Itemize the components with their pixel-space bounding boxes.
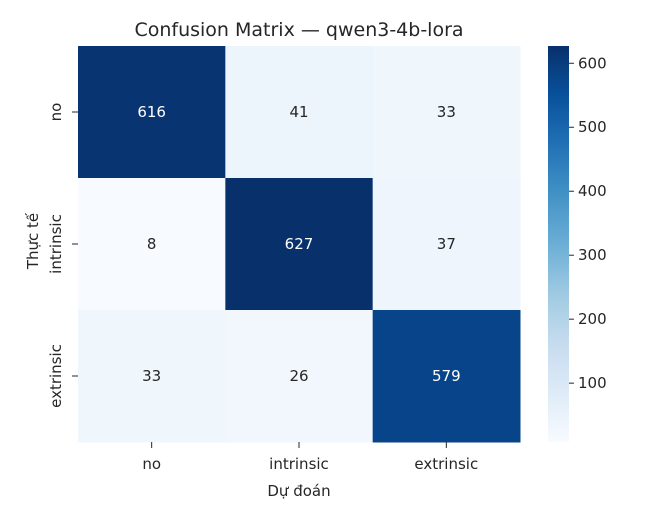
x-tick-label: intrinsic	[269, 455, 329, 473]
heatmap-cell	[225, 178, 374, 311]
heatmap-cell	[372, 310, 521, 443]
cell-annotations: 616 41 33 8 627 37 33 26 579	[137, 103, 460, 385]
heatmap-cell	[78, 46, 226, 179]
chart-title: Confusion Matrix — qwen3-4b-lora	[134, 19, 463, 41]
heatmap-cells	[78, 46, 521, 443]
y-tick-label: intrinsic	[47, 214, 65, 274]
heatmap-cell	[78, 310, 226, 443]
colorbar	[548, 46, 569, 442]
y-tick-label: extrinsic	[47, 344, 65, 408]
heatmap-cell	[372, 46, 521, 179]
cell-value-label: 8	[147, 235, 157, 253]
colorbar-tick-label: 200	[578, 310, 607, 328]
y-axis-label: Thực tế	[24, 212, 42, 270]
cell-value-label: 33	[437, 103, 456, 121]
colorbar-ticks: 100 200 300 400 500 600	[569, 54, 607, 392]
x-axis-label: Dự đoán	[267, 482, 330, 500]
x-tick-label: no	[142, 455, 161, 473]
colorbar-tick-label: 600	[578, 54, 607, 72]
colorbar-tick-label: 500	[578, 118, 607, 136]
heatmap-cell	[372, 178, 521, 311]
x-axis-ticks: no intrinsic extrinsic	[142, 442, 478, 473]
heatmap-cell	[225, 46, 374, 179]
x-tick-label: extrinsic	[414, 455, 478, 473]
cell-value-label: 41	[289, 103, 308, 121]
heatmap-cell	[225, 310, 374, 443]
cell-value-label: 26	[289, 367, 308, 385]
colorbar-tick-label: 100	[578, 374, 607, 392]
cell-value-label: 616	[137, 103, 166, 121]
cell-value-label: 33	[142, 367, 161, 385]
cell-value-label: 37	[437, 235, 456, 253]
y-axis-ticks: no intrinsic extrinsic	[47, 103, 78, 408]
colorbar-tick-label: 400	[578, 182, 607, 200]
y-tick-label: no	[47, 103, 65, 122]
cell-value-label: 579	[432, 367, 461, 385]
colorbar-tick-label: 300	[578, 246, 607, 264]
heatmap-cell	[78, 178, 226, 311]
cell-value-label: 627	[285, 235, 314, 253]
